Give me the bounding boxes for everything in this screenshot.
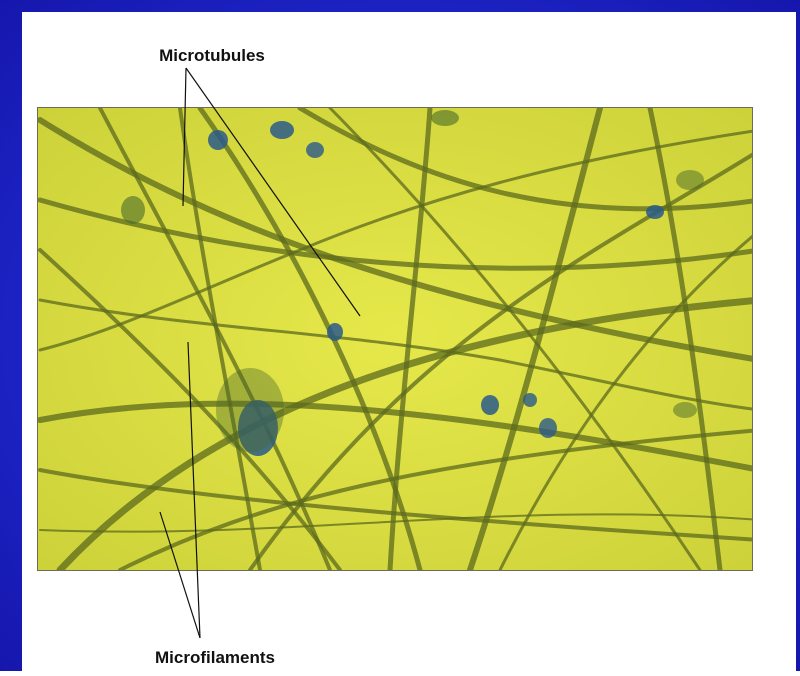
clusters bbox=[121, 110, 704, 456]
label-microfilaments: Microfilaments bbox=[155, 648, 275, 667]
label-microtubules: Microtubules bbox=[159, 46, 265, 65]
leader-line bbox=[182, 67, 187, 207]
fibers bbox=[38, 108, 752, 570]
leader-line bbox=[159, 511, 201, 639]
leader-line bbox=[187, 341, 201, 639]
micrograph bbox=[37, 107, 753, 571]
leader-lines bbox=[159, 67, 361, 639]
leader-line bbox=[185, 67, 361, 317]
